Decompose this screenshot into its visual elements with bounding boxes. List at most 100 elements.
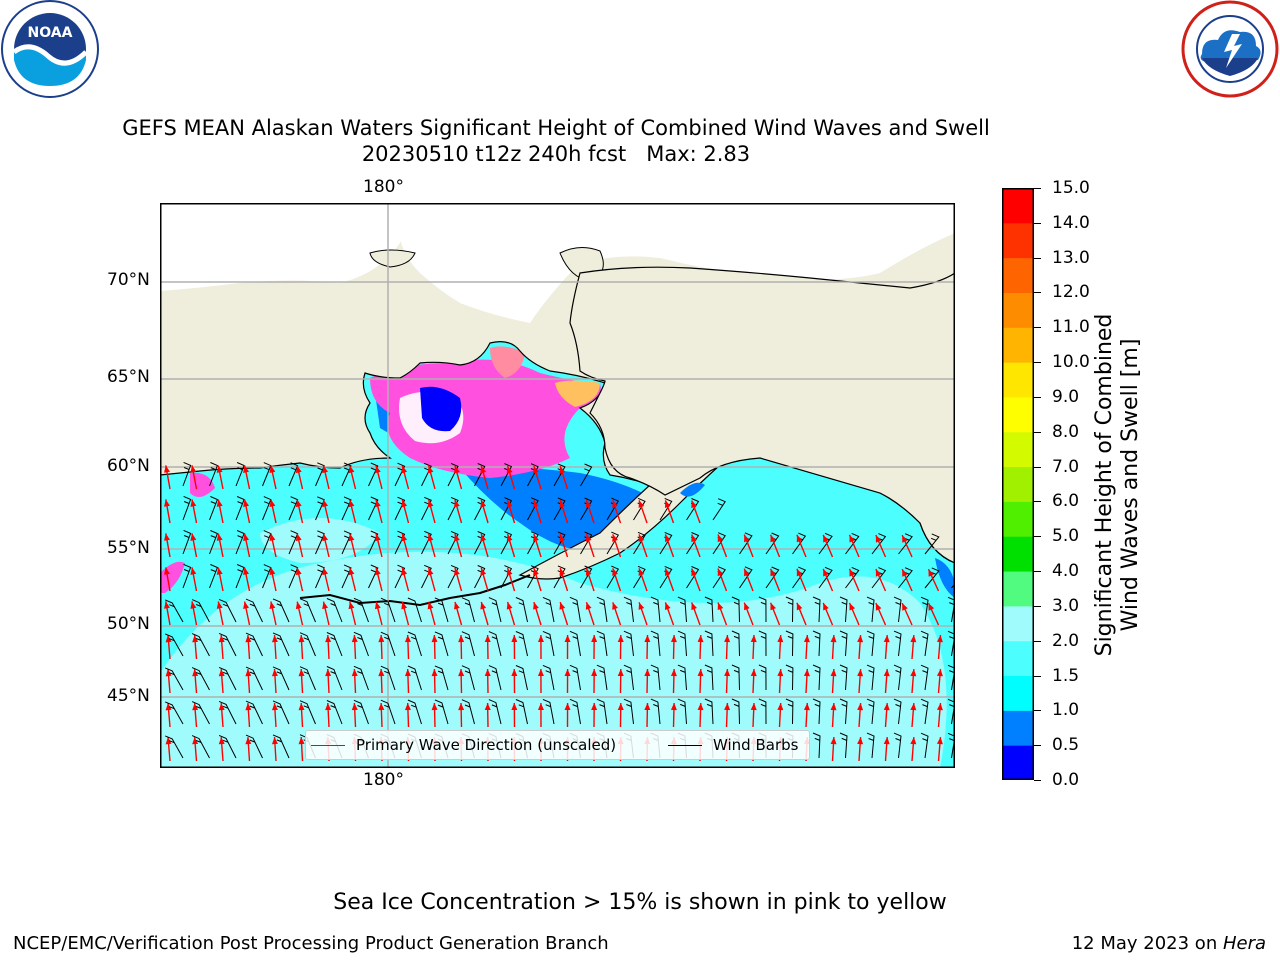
wind-barb (488, 631, 502, 657)
wind-barb (947, 732, 955, 759)
wave-direction-arrowhead (585, 602, 592, 610)
wind-barb (650, 698, 661, 725)
wave-direction-arrowhead (192, 669, 199, 677)
wave-direction-arrowhead (823, 534, 829, 543)
wave-direction-arrowhead (325, 669, 332, 677)
wave-direction-arrowhead (351, 703, 358, 711)
wind-barb (731, 698, 740, 725)
wind-barb (924, 533, 940, 555)
wind-barb (812, 596, 821, 623)
wind-barb (218, 632, 237, 657)
wind-barb (368, 462, 379, 487)
wave-direction-arrowhead (533, 500, 539, 508)
wave-direction-arrowhead (823, 568, 829, 577)
colorbar-band (1002, 745, 1034, 781)
wave-direction-arrowhead (374, 567, 381, 576)
wave-direction-arrowhead (830, 635, 837, 643)
wave-direction-arrowhead (165, 737, 172, 745)
wave-direction-arrowhead (506, 602, 513, 610)
wind-barb (218, 598, 237, 623)
colorbar-tick-label: 6.0 (1052, 491, 1080, 512)
wind-barb (209, 462, 219, 487)
wind-barb (839, 732, 848, 759)
wave-direction-arrowhead (243, 465, 249, 473)
wave-direction-arrowhead (243, 499, 249, 507)
wind-barb (272, 598, 290, 623)
wind-barb (218, 666, 237, 691)
wave-direction-arrowhead (664, 500, 671, 509)
wave-direction-arrowhead (431, 703, 438, 711)
wind-barb (235, 496, 245, 521)
wind-barb (299, 666, 316, 691)
wave-direction-arrowhead (744, 568, 750, 577)
wind-barb (758, 664, 767, 691)
wind-barb (515, 665, 528, 691)
wind-barb (704, 664, 714, 691)
wave-direction-arrowhead (218, 737, 225, 745)
wave-direction-arrowhead (480, 499, 487, 508)
wind-barb (758, 630, 767, 657)
colorbar-tick-label: 12.0 (1052, 282, 1090, 303)
wind-barb (341, 462, 352, 487)
wave-direction-arrowhead (564, 703, 571, 711)
colorbar (1002, 188, 1034, 781)
wind-barb (515, 597, 528, 623)
wind-barb (315, 564, 325, 589)
wave-direction-arrowhead (830, 703, 837, 711)
wave-direction-arrowhead (533, 568, 539, 576)
wrangel-island (369, 249, 416, 268)
wave-direction-arrowhead (849, 602, 856, 611)
wave-direction-arrowhead (322, 567, 329, 576)
colorbar-tick-mark (1034, 780, 1041, 781)
footer-machine: Hera (1222, 933, 1266, 954)
wave-direction-arrowhead (295, 567, 302, 576)
colorbar-tick-mark (1034, 188, 1041, 189)
colorbar-tick-mark (1034, 536, 1041, 538)
colorbar-band (1002, 431, 1034, 468)
wind-barb (272, 734, 290, 759)
wind-barb (165, 667, 184, 691)
map-frame (160, 203, 955, 768)
lat-label-70: 70°N (107, 270, 150, 290)
wind-barb (394, 462, 406, 487)
lat-label-55: 55°N (107, 538, 150, 558)
wind-barb (623, 630, 634, 657)
wave-direction-arrowhead (717, 568, 724, 577)
wind-barb (461, 631, 475, 657)
wave-direction-arrowhead (348, 601, 355, 610)
wave-direction-arrowhead (458, 669, 465, 677)
wave-direction-arrowhead (454, 567, 460, 576)
wave-direction-arrowhead (484, 669, 491, 677)
wave-direction-arrowhead (533, 602, 539, 610)
wind-barb-legend-label: Wind Barbs (713, 736, 799, 754)
wave-direction-arrowhead (883, 737, 890, 745)
wave-direction-arrowhead (271, 635, 278, 643)
wave-direction-arrowhead (585, 568, 592, 576)
wind-barb-legend-swatch (668, 745, 702, 746)
wind-barb (542, 596, 555, 623)
wave-direction-arrowhead (190, 499, 197, 507)
lon-label-top: 180° (363, 177, 404, 197)
sea-ice-note: Sea Ice Concentration > 15% is shown in … (333, 890, 947, 915)
wind-barb (245, 598, 263, 623)
wave-direction-arrowhead (192, 703, 199, 711)
wave-direction-arrowhead (697, 669, 704, 677)
wave-direction-arrowhead (480, 465, 487, 474)
wave-direction-arrowhead (322, 465, 329, 474)
colorbar-band (1002, 501, 1034, 537)
wave-direction-arrowhead (243, 533, 249, 541)
wave-direction-arrowhead (454, 533, 460, 542)
wave-direction-arrowhead (269, 533, 276, 542)
wind-barb (812, 698, 821, 725)
wind-barb (596, 630, 608, 657)
wave-direction-arrowhead (612, 568, 618, 576)
wind-barb (407, 631, 422, 657)
wave-direction-arrowhead (803, 635, 810, 643)
wind-barb (245, 632, 263, 657)
wave-direction-arrowhead (724, 635, 731, 643)
map-panel (160, 203, 955, 768)
wind-barb (182, 461, 192, 487)
wave-direction-arrowhead (401, 499, 408, 508)
wind-barb (209, 564, 219, 589)
wind-barb (245, 666, 263, 691)
